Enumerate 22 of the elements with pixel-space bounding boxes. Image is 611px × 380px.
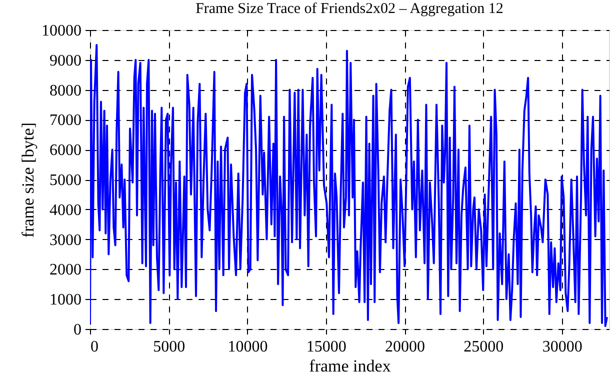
x-tick-label: 5000 bbox=[153, 338, 186, 356]
y-tick-label: 3000 bbox=[50, 232, 82, 249]
y-tick-label: 9000 bbox=[50, 52, 82, 70]
x-tick-label: 25000 bbox=[464, 338, 504, 356]
x-tick-label: 20000 bbox=[385, 338, 426, 356]
y-tick-label: 6000 bbox=[50, 142, 82, 160]
line-series bbox=[90, 44, 608, 328]
x-tick-label: 30000 bbox=[542, 338, 582, 356]
y-tick-label: 5000 bbox=[50, 172, 82, 189]
y-tick-label: 8000 bbox=[50, 82, 82, 100]
y-tick-label: 10000 bbox=[42, 22, 82, 40]
y-tick-label: 0 bbox=[74, 322, 82, 338]
y-tick-label: 4000 bbox=[50, 202, 82, 219]
x-axis-title: frame index bbox=[309, 356, 392, 376]
y-axis-title: frame size [byte] bbox=[18, 122, 38, 238]
y-tick-label: 1000 bbox=[50, 292, 82, 309]
y-tick-label: 2000 bbox=[50, 262, 82, 279]
chart-title: Frame Size Trace of Friends2x02 – Aggregation 12 bbox=[196, 1, 504, 17]
x-tick-label: 15000 bbox=[306, 338, 346, 356]
y-tick-label: 7000 bbox=[50, 112, 82, 130]
x-tick-label: 0 bbox=[90, 338, 98, 356]
x-tick-label: 10000 bbox=[228, 338, 268, 356]
